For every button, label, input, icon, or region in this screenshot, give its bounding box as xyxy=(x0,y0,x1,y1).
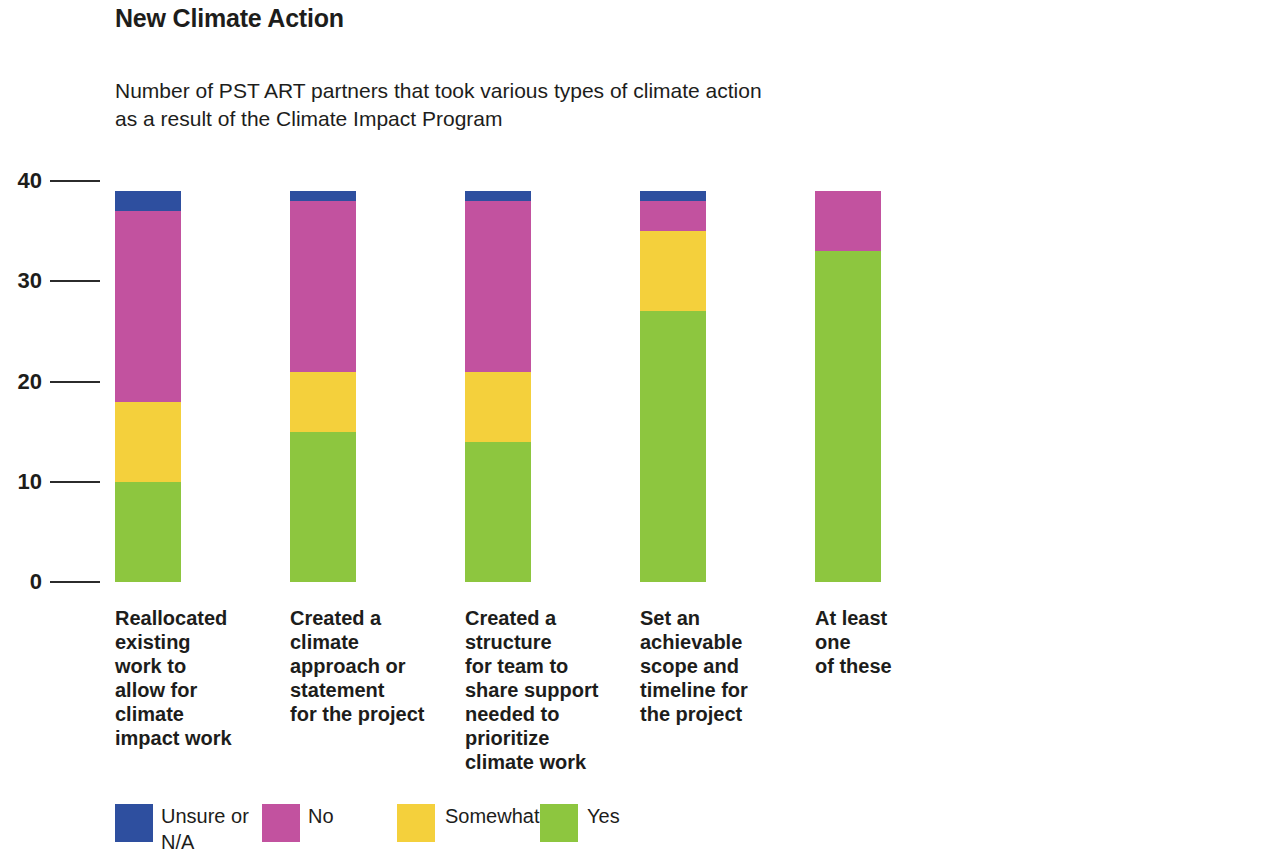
y-tick-label-0: 0 xyxy=(0,569,42,595)
y-tick-label-40: 40 xyxy=(0,168,42,194)
legend-swatch-unsure-or-n-a xyxy=(115,804,153,842)
legend-label-yes: Yes xyxy=(587,803,620,829)
bar-segment-somewhat-0 xyxy=(115,402,181,482)
bar-segment-no-2 xyxy=(465,201,531,371)
bar-segment-no-1 xyxy=(290,201,356,371)
y-tick-line-30 xyxy=(50,280,100,282)
bar-segment-somewhat-3 xyxy=(640,231,706,311)
y-tick-line-10 xyxy=(50,481,100,483)
category-label-3: Set an achievable scope and timeline for… xyxy=(640,606,810,726)
legend-label-somewhat: Somewhat xyxy=(445,803,540,829)
legend-label-unsure-or-n-a: Unsure or N/A xyxy=(161,803,249,855)
legend-swatch-yes xyxy=(540,804,578,842)
bar-segment-yes-3 xyxy=(640,311,706,582)
category-label-0: Reallocated existing work to allow for c… xyxy=(115,606,285,750)
legend-label-no: No xyxy=(308,803,334,829)
chart-canvas: New Climate Action Number of PST ART par… xyxy=(0,0,1280,856)
bar-segment-yes-1 xyxy=(290,432,356,582)
category-label-2: Created a structure for team to share su… xyxy=(465,606,635,774)
bar-segment-unsure-or-n-a-2 xyxy=(465,191,531,201)
bar-segment-somewhat-2 xyxy=(465,372,531,442)
bar-segment-unsure-or-n-a-3 xyxy=(640,191,706,201)
category-label-1: Created a climate approach or statement … xyxy=(290,606,460,726)
legend-swatch-no xyxy=(262,804,300,842)
bar-segment-yes-0 xyxy=(115,482,181,582)
bar-segment-no-3 xyxy=(640,201,706,231)
bar-segment-unsure-or-n-a-0 xyxy=(115,191,181,211)
y-tick-label-30: 30 xyxy=(0,268,42,294)
bar-segment-somewhat-1 xyxy=(290,372,356,432)
bar-segment-yes-4 xyxy=(815,251,881,582)
bar-segment-no-4 xyxy=(815,191,881,251)
y-tick-line-0 xyxy=(50,581,100,583)
bar-segment-yes-2 xyxy=(465,442,531,582)
bar-segment-unsure-or-n-a-1 xyxy=(290,191,356,201)
category-label-4: At least one of these xyxy=(815,606,985,678)
y-tick-label-20: 20 xyxy=(0,369,42,395)
y-tick-line-40 xyxy=(50,180,100,182)
bar-segment-no-0 xyxy=(115,211,181,401)
plot-area: 0 10 20 30 40 Reallocated existing work to a… xyxy=(0,0,1280,856)
y-tick-line-20 xyxy=(50,381,100,383)
legend-swatch-somewhat xyxy=(397,804,435,842)
y-tick-label-10: 10 xyxy=(0,469,42,495)
